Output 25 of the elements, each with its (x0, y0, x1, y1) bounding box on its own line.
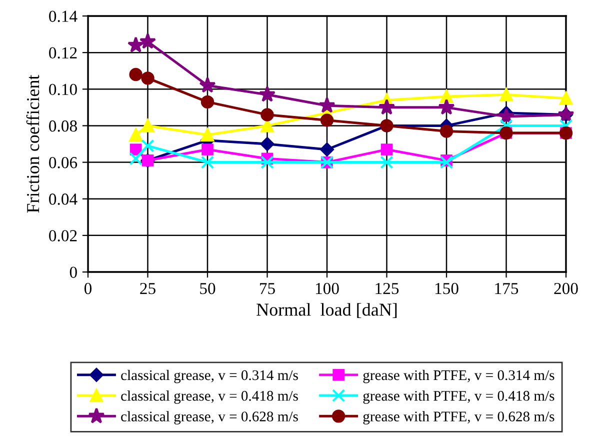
x-tick-label: 0 (84, 282, 92, 294)
x-tick-label: 75 (260, 283, 275, 294)
y-tick-label: 0.02 (49, 230, 77, 242)
x-tick-label: 100 (316, 282, 339, 294)
x-axis-title: Normal load [daN] (256, 303, 397, 318)
y-tick-label: 0.06 (49, 156, 78, 168)
x-tick-label: 25 (140, 282, 156, 294)
x-tick-label: 150 (435, 282, 458, 294)
x-tick-label: 50 (200, 282, 216, 294)
x-tick-label: 200 (554, 282, 578, 294)
y-tick-label: 0.14 (49, 10, 78, 22)
y-tick-label: 0.04 (49, 194, 78, 205)
x-tick-label: 175 (495, 282, 518, 294)
y-axis-title: Friction coefficient (26, 74, 40, 213)
y-tick-label: 0.08 (49, 120, 77, 132)
y-tick-label: 0.12 (49, 47, 77, 59)
x-tick-label: 125 (376, 282, 399, 294)
legend-label: grease with PTFE, v = 0.418 m/s (363, 390, 554, 404)
y-tick-label: 0.10 (49, 84, 77, 96)
legend-label: classical grease, v = 0.628 m/s (121, 411, 298, 424)
legend-label: classical grease, v = 0.314 m/s (121, 370, 298, 384)
legend-label: grease with PTFE, v = 0.314 m/s (363, 370, 554, 384)
y-tick-label: 0 (70, 266, 77, 278)
legend-label: classical grease, v = 0.418 m/s (121, 390, 298, 404)
legend-label: grease with PTFE, v = 0.628 m/s (363, 411, 554, 424)
